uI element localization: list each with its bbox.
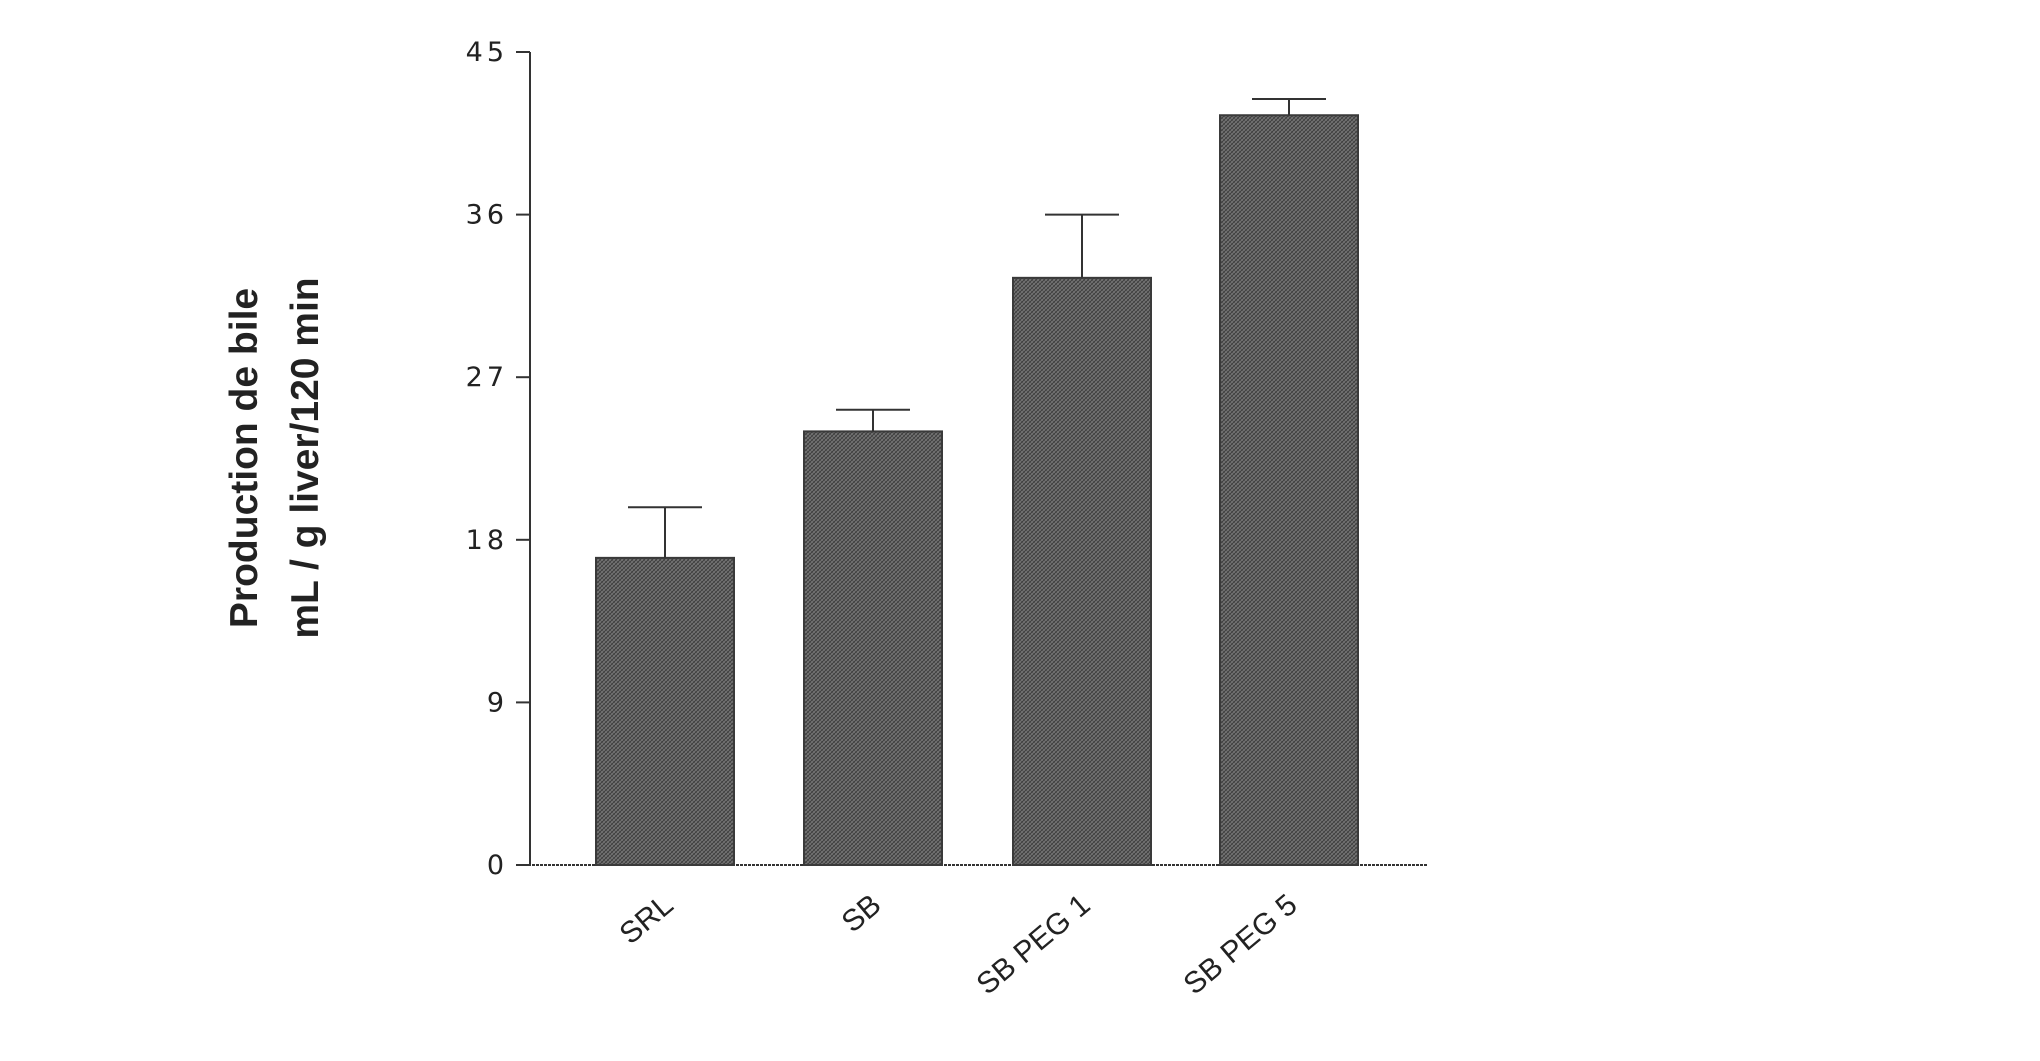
x-category-label: SB PEG 5 [1178, 888, 1304, 1001]
y-tick-label: 9 [487, 687, 508, 718]
y-axis-label: Production de bile mL / g liver/120 min [223, 277, 327, 638]
bar [595, 556, 735, 866]
y-tick-label: 27 [466, 362, 508, 393]
y-tick-label: 18 [466, 525, 508, 556]
bars [595, 114, 1359, 867]
y-tick-label: 45 [466, 37, 508, 68]
x-labels: SRL SB SB PEG 1 SB PEG 5 [614, 888, 1304, 1001]
error-bars [628, 97, 1326, 558]
bar [1012, 276, 1152, 867]
y-tick-label: 0 [487, 850, 508, 881]
y-tick-label: 36 [466, 200, 508, 231]
y-axis-label-line: mL / g liver/120 min [284, 277, 327, 638]
y-axis-label-line: Production de bile [223, 288, 266, 628]
x-category-label: SRL [614, 888, 680, 951]
bar [803, 430, 943, 866]
x-category-label: SB PEG 1 [971, 888, 1097, 1001]
x-category-label: SB [836, 888, 888, 939]
bar [1219, 114, 1359, 866]
y-ticks: 0 9 18 27 36 45 [466, 37, 530, 881]
